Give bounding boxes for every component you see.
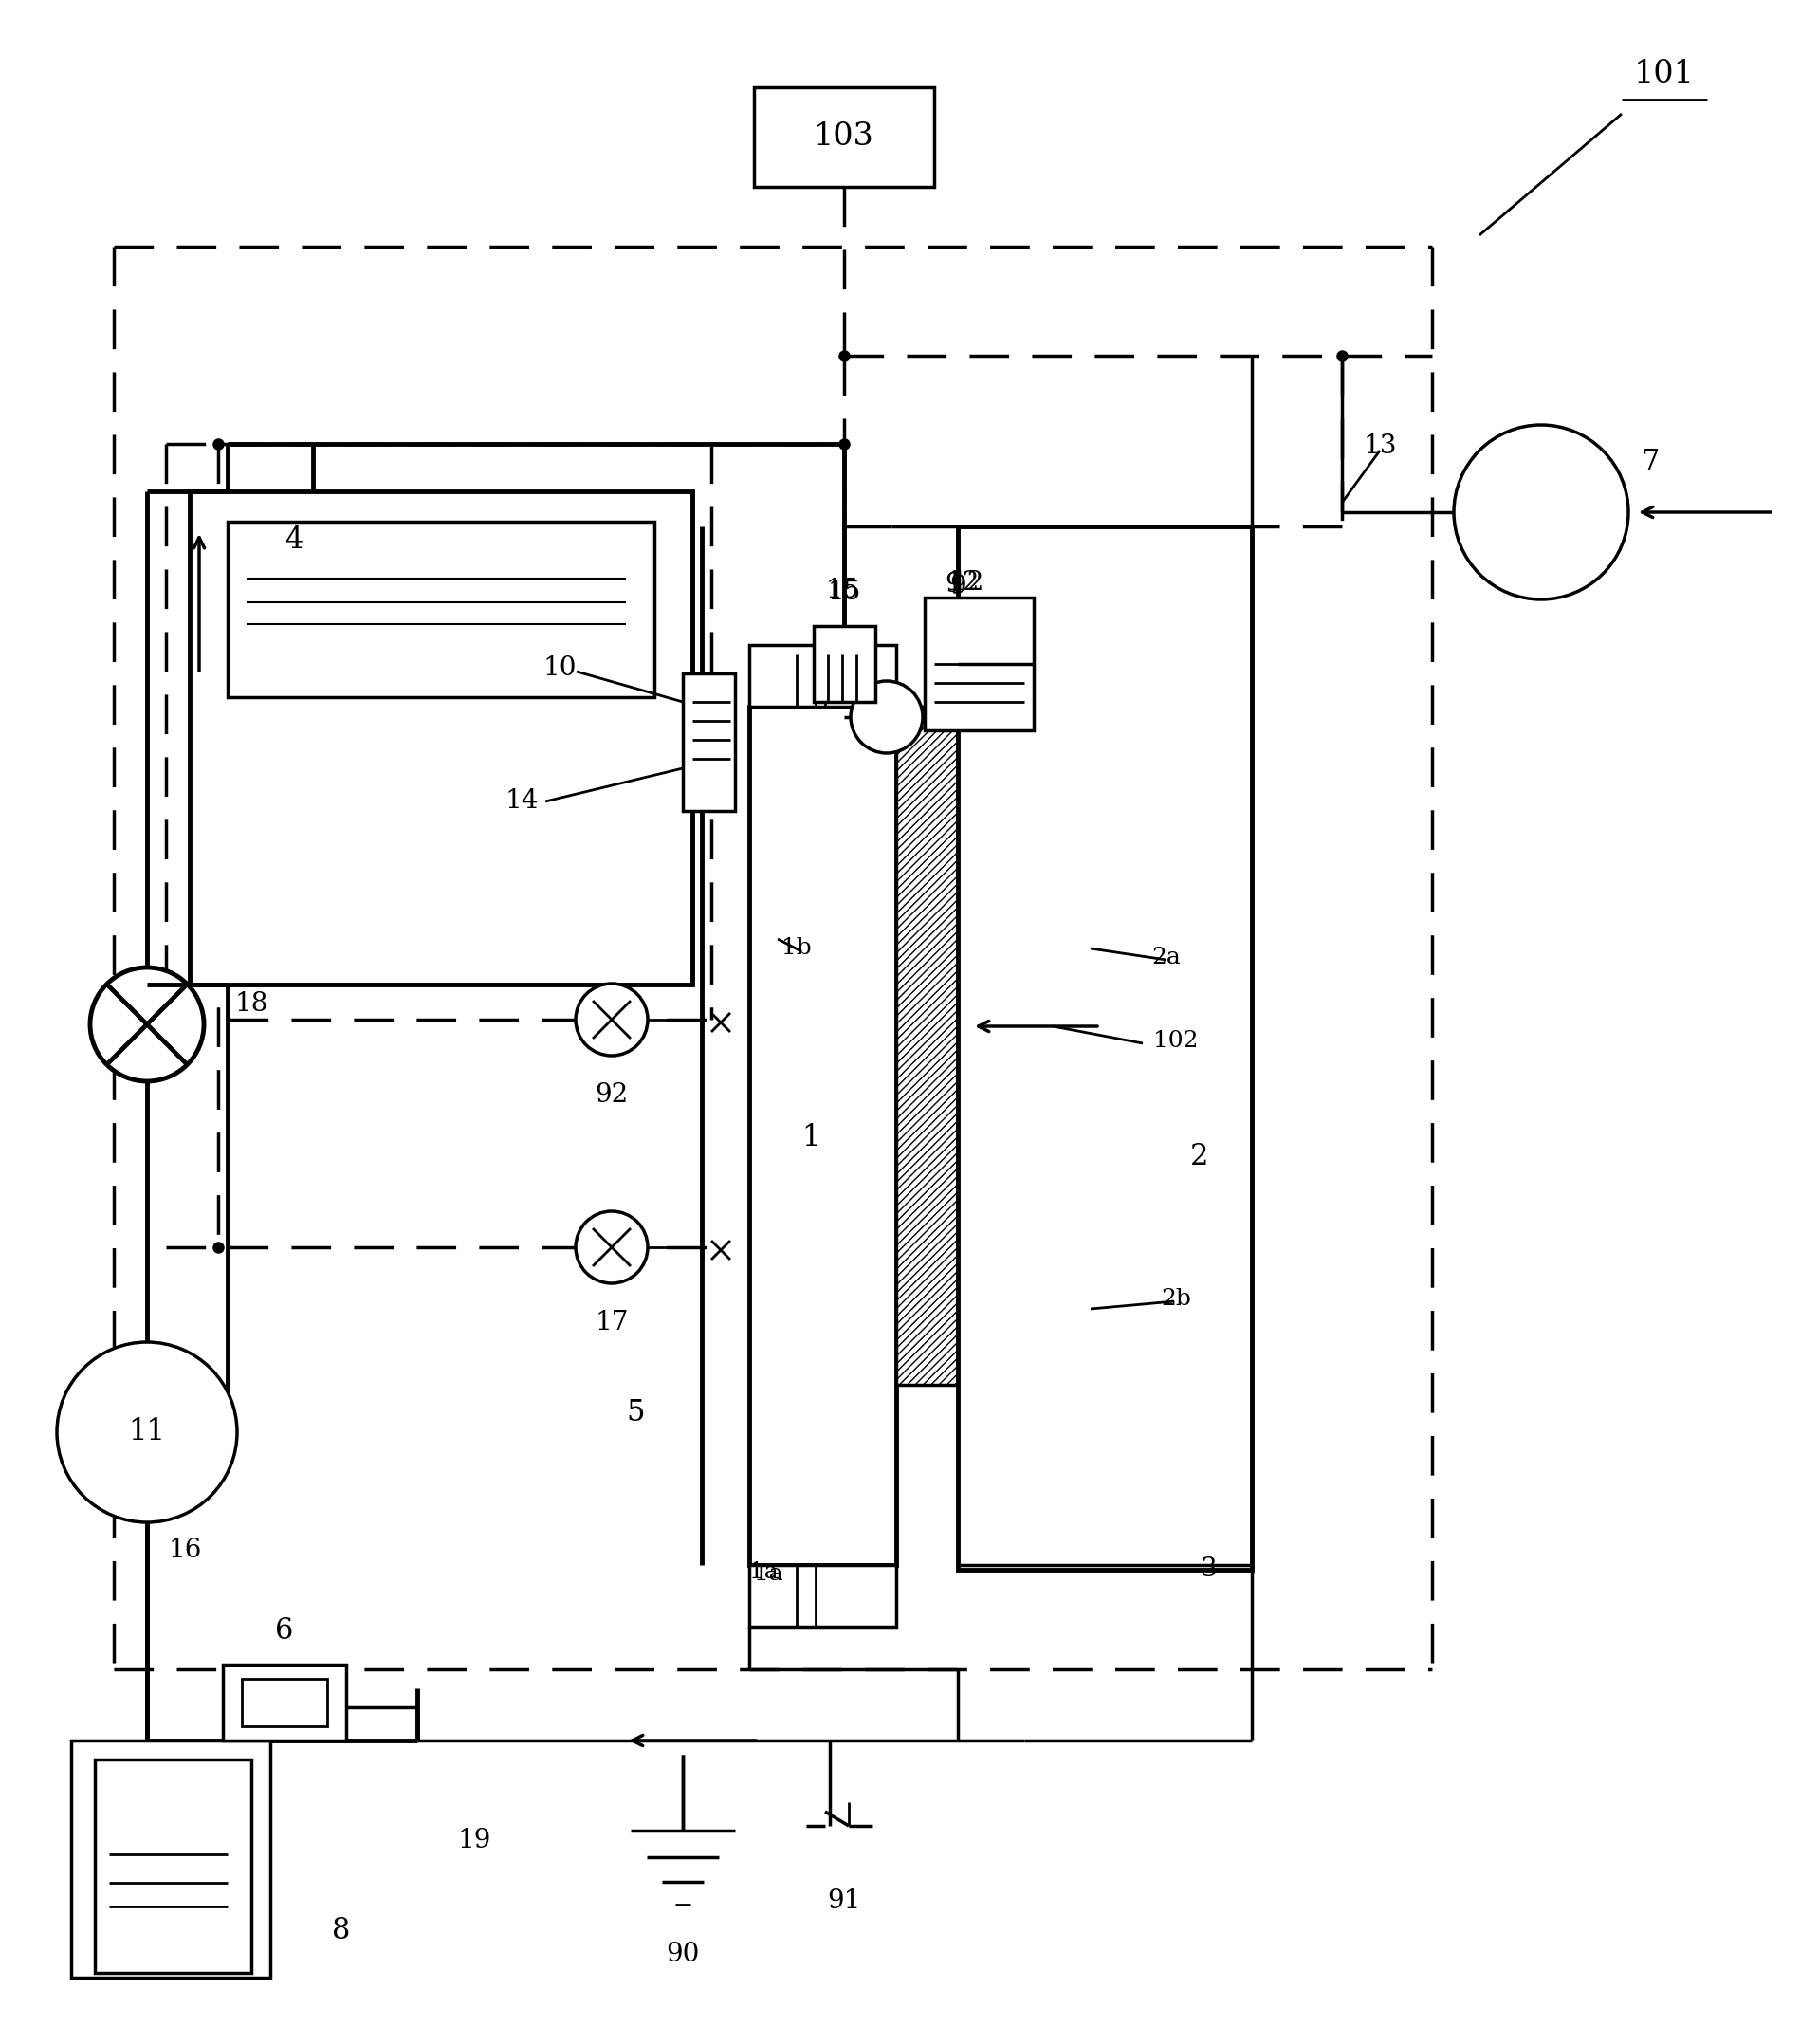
Text: 7: 7 <box>1642 448 1660 478</box>
Bar <box>958 527 1251 1570</box>
Circle shape <box>576 1212 648 1284</box>
Text: 5: 5 <box>626 1398 644 1429</box>
Text: 12: 12 <box>945 570 979 597</box>
Bar <box>896 707 958 1384</box>
Text: 14: 14 <box>504 789 538 814</box>
Text: 1a: 1a <box>749 1562 778 1584</box>
Text: 102: 102 <box>1154 1030 1199 1053</box>
Text: 2: 2 <box>1190 1143 1210 1171</box>
Text: 1a: 1a <box>754 1564 783 1586</box>
Text: 2b: 2b <box>1161 1288 1192 1310</box>
Text: 3: 3 <box>1201 1558 1217 1582</box>
Bar <box>227 521 655 697</box>
Bar <box>749 707 896 1566</box>
Circle shape <box>90 967 203 1081</box>
Bar <box>682 672 734 811</box>
Bar <box>189 491 693 985</box>
Text: 9: 9 <box>949 574 967 599</box>
Bar <box>95 1760 252 1972</box>
Bar <box>749 646 896 707</box>
Circle shape <box>851 681 923 752</box>
Text: 9: 9 <box>945 572 961 597</box>
Text: 1: 1 <box>801 1124 821 1153</box>
Text: 1b: 1b <box>781 938 812 959</box>
Text: 2a: 2a <box>1152 946 1181 969</box>
Circle shape <box>1454 425 1629 599</box>
Bar <box>223 1664 346 1741</box>
Text: 12: 12 <box>950 570 985 595</box>
Bar <box>72 1741 270 1979</box>
Text: 101: 101 <box>1634 59 1694 90</box>
Bar <box>754 88 934 186</box>
Text: 19: 19 <box>457 1827 491 1852</box>
Text: 90: 90 <box>666 1942 700 1966</box>
Text: 103: 103 <box>814 121 875 151</box>
Text: 10: 10 <box>544 656 576 681</box>
Text: 92: 92 <box>596 1083 628 1108</box>
Text: 91: 91 <box>828 1889 860 1915</box>
Circle shape <box>58 1343 238 1523</box>
Bar <box>925 597 1033 730</box>
Text: 15: 15 <box>828 578 860 605</box>
Text: 17: 17 <box>594 1310 628 1337</box>
Bar <box>241 1678 328 1727</box>
Text: 11: 11 <box>128 1419 166 1447</box>
Text: 15: 15 <box>826 576 859 603</box>
Bar <box>749 1566 896 1627</box>
Text: 13: 13 <box>1363 433 1397 458</box>
Text: 4: 4 <box>284 525 302 556</box>
Text: 8: 8 <box>333 1915 351 1946</box>
Bar <box>814 625 875 701</box>
Text: 18: 18 <box>234 991 268 1016</box>
Text: 16: 16 <box>167 1537 202 1564</box>
Text: 6: 6 <box>275 1617 293 1645</box>
Circle shape <box>576 983 648 1055</box>
